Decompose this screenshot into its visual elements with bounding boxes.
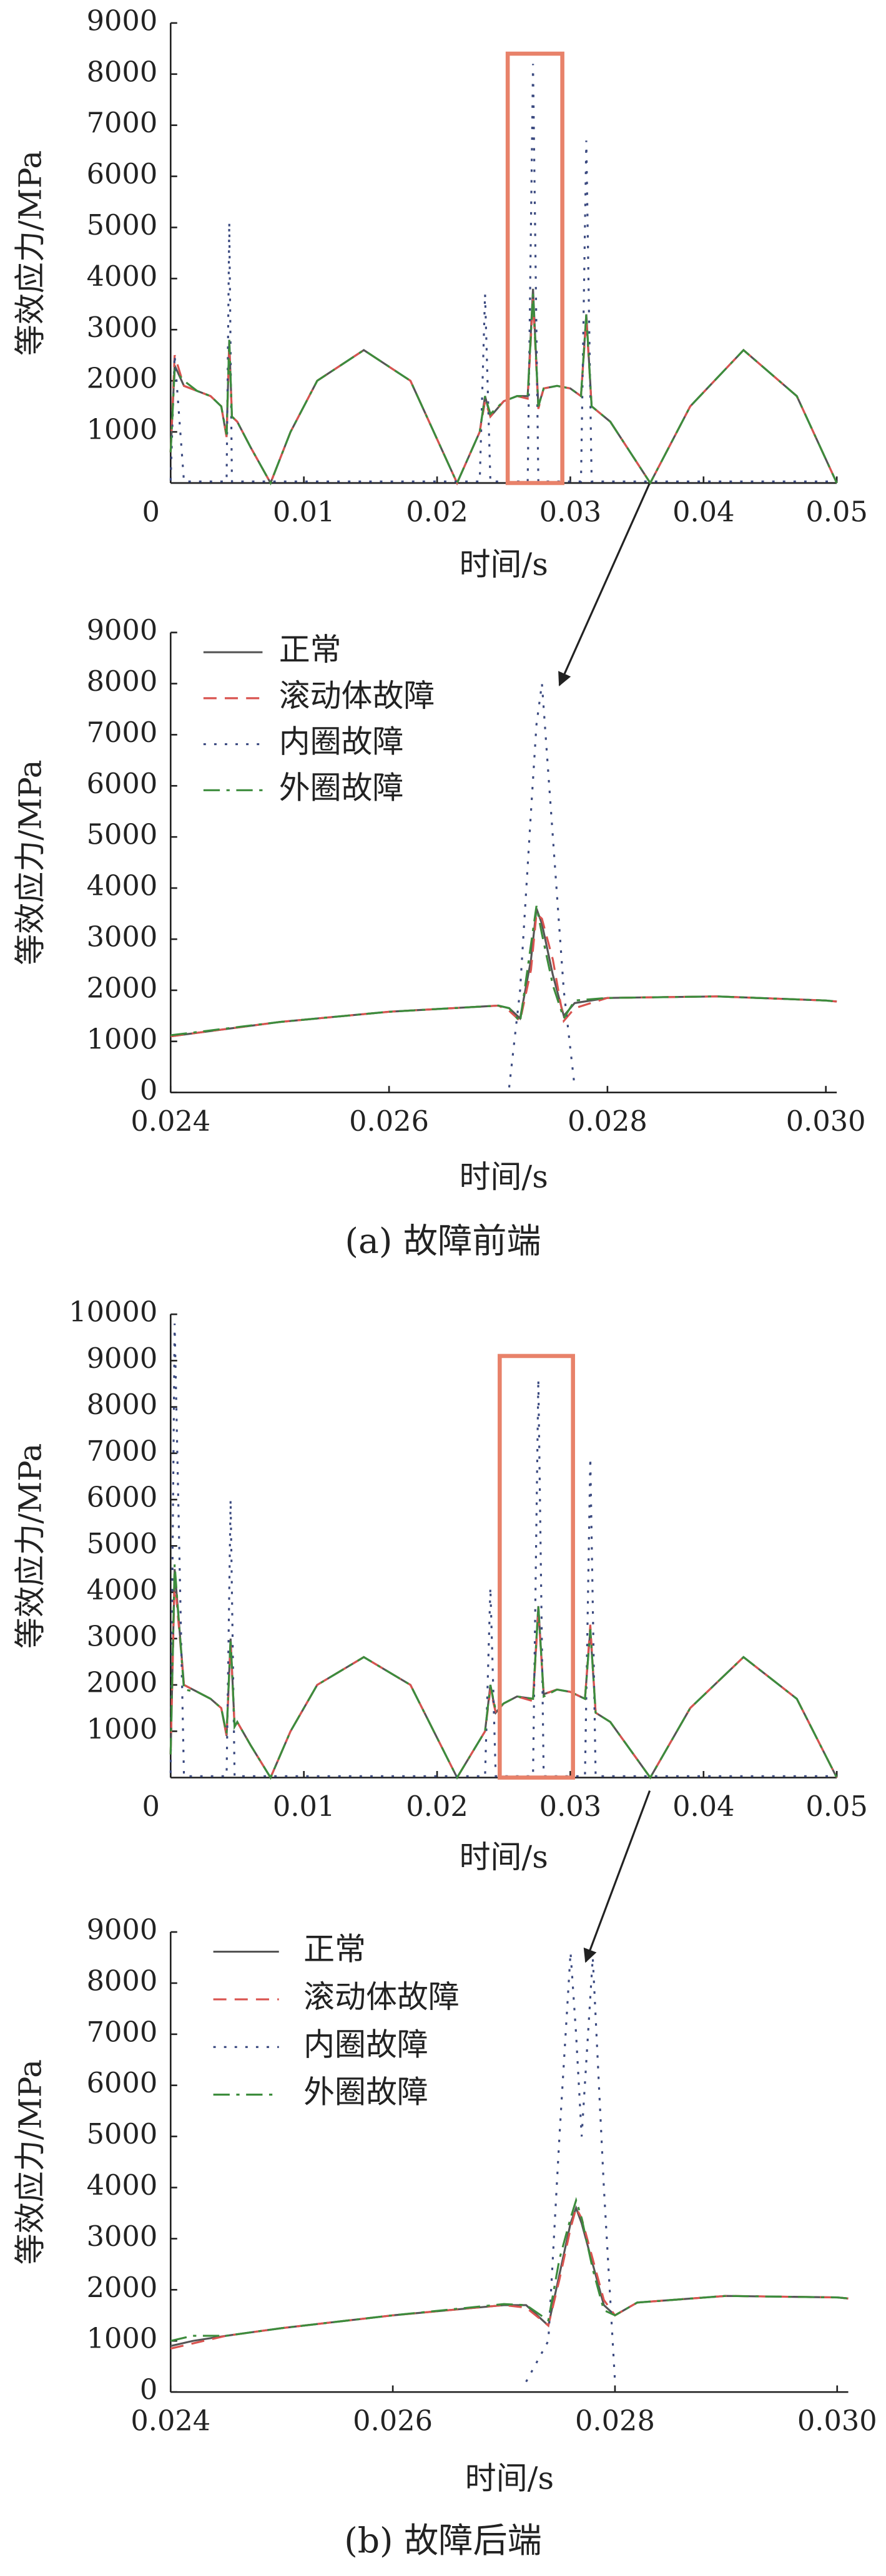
y-tick-label: 0: [140, 1073, 157, 1106]
y-tick-label: 7000: [87, 106, 158, 139]
y-tick-label: 8000: [87, 1388, 158, 1421]
series-line: [170, 911, 837, 1038]
y-tick-label: 2000: [87, 1666, 158, 1699]
y-axis-label: 等效应力/MPa: [12, 2059, 49, 2265]
x-tick-label: 0.02: [406, 1790, 468, 1823]
y-tick-label: 7000: [87, 2015, 158, 2048]
y-tick-label: 6000: [87, 157, 158, 190]
y-tick-label: 9000: [87, 1342, 158, 1375]
y-tick-label: 5000: [87, 818, 158, 851]
x-tick-label: 0.03: [539, 1790, 601, 1823]
series-line: [169, 299, 838, 485]
y-tick-label: 2000: [87, 971, 158, 1004]
y-tick-label: 0: [140, 2373, 157, 2406]
legend-label: 外圈故障: [303, 2074, 428, 2110]
y-tick-label: 1000: [87, 413, 158, 446]
y-tick-label: 1000: [87, 1022, 158, 1055]
series-line: [169, 293, 838, 485]
x-tick-label: 0.024: [130, 1105, 210, 1138]
series-line: [170, 905, 837, 1037]
x-axis-label: 时间/s: [460, 1159, 548, 1195]
y-tick-label: 7000: [87, 1434, 158, 1467]
x-tick-label: 0.05: [805, 1790, 867, 1823]
y-tick-label: 1000: [87, 2322, 158, 2355]
y-axis-label: 等效应力/MPa: [12, 1443, 49, 1649]
legend-label: 内圈故障: [303, 2026, 428, 2062]
y-tick-label: 9000: [87, 4, 158, 37]
legend-label: 外圈故障: [279, 769, 404, 806]
series-line: [169, 1323, 837, 1777]
legend-label: 正常: [303, 1931, 366, 1968]
series-line: [508, 683, 576, 1088]
y-tick-label: 5000: [87, 2117, 158, 2150]
y-tick-label: 8000: [87, 55, 158, 88]
y-tick-label: 9000: [87, 1913, 158, 1946]
y-tick-label: 1000: [87, 1712, 158, 1745]
x-axis-label: 时间/s: [460, 546, 548, 582]
y-tick-label: 2000: [87, 2271, 158, 2304]
y-tick-label: 6000: [87, 767, 158, 800]
x-axis-label: 时间/s: [460, 1839, 548, 1875]
x-tick-label: 0.024: [130, 2404, 210, 2437]
series-line: [170, 908, 837, 1038]
x-axis-label: 时间/s: [465, 2460, 554, 2496]
x-tick-label: 0.02: [406, 495, 468, 528]
legend-label: 滚动体故障: [279, 678, 435, 714]
x-tick-label: 0.030: [797, 2404, 877, 2437]
y-tick-label: 4000: [87, 1573, 158, 1606]
highlight-box: [498, 1354, 575, 1780]
series-line: [169, 1569, 838, 1780]
series-line: [170, 2205, 849, 2350]
y-tick-label: 3000: [87, 311, 158, 344]
x-tick-label: 0.01: [273, 495, 335, 528]
x-tick-label: 0.030: [786, 1105, 866, 1138]
legend-label: 正常: [279, 632, 342, 668]
y-tick-label: 4000: [87, 2169, 158, 2202]
x-tick-label: 0.026: [349, 1105, 429, 1138]
y-tick-label: 3000: [87, 1619, 158, 1652]
zoom-arrow: [583, 1790, 651, 1963]
x-tick-label: 0.05: [805, 495, 867, 528]
y-axis-label: 等效应力/MPa: [12, 150, 49, 356]
series-line: [169, 1564, 838, 1780]
x-tick-label: 0.026: [353, 2404, 433, 2437]
legend-label: 内圈故障: [279, 724, 404, 760]
caption: (b) 故障后端: [344, 2521, 542, 2561]
x-tick-label: 0: [142, 495, 160, 528]
x-tick-label: 0.028: [568, 1105, 647, 1138]
series-line: [170, 2205, 849, 2347]
x-tick-label: 0.03: [539, 495, 601, 528]
y-tick-label: 2000: [87, 362, 158, 395]
y-tick-label: 7000: [87, 716, 158, 749]
y-tick-label: 8000: [87, 665, 158, 698]
series-line: [170, 2197, 849, 2342]
x-tick-label: 0.04: [672, 1790, 734, 1823]
x-tick-label: 0.01: [273, 1790, 335, 1823]
y-tick-label: 4000: [87, 260, 158, 293]
caption: (a) 故障前端: [345, 1221, 541, 1261]
y-tick-label: 3000: [87, 2220, 158, 2253]
x-tick-label: 0.028: [575, 2404, 655, 2437]
zoom-arrow: [558, 482, 651, 686]
y-tick-label: 5000: [87, 208, 158, 242]
series-line: [169, 64, 837, 483]
legend-label: 滚动体故障: [303, 1979, 460, 2015]
x-tick-label: 0: [142, 1790, 160, 1823]
highlight-box: [505, 51, 564, 485]
series-line: [169, 288, 838, 485]
series-line: [525, 1952, 616, 2383]
series-line: [169, 1578, 838, 1780]
y-tick-label: 8000: [87, 1964, 158, 1997]
y-tick-label: 9000: [87, 613, 158, 646]
y-tick-label: 10000: [69, 1295, 157, 1329]
y-axis-label: 等效应力/MPa: [12, 759, 49, 965]
y-tick-label: 6000: [87, 2066, 158, 2099]
y-tick-label: 6000: [87, 1481, 158, 1514]
x-tick-label: 0.04: [672, 495, 734, 528]
y-tick-label: 3000: [87, 920, 158, 953]
y-tick-label: 5000: [87, 1527, 158, 1560]
y-tick-label: 4000: [87, 869, 158, 902]
